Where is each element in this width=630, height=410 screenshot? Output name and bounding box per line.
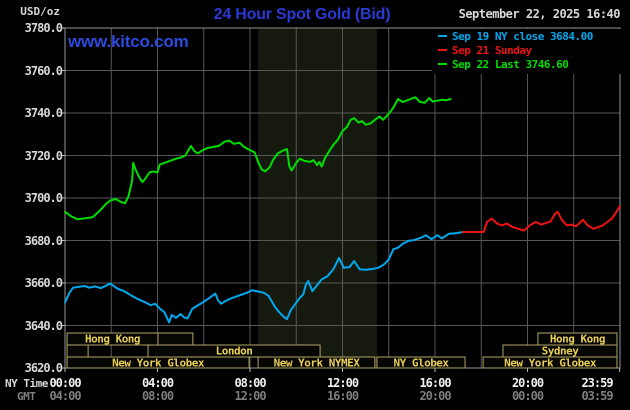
- ny-time-row-label: NY Time: [5, 377, 48, 390]
- y-tick-label: 3660.0: [24, 276, 63, 290]
- x-tick-gmt-time: 20:00: [419, 389, 451, 403]
- price-series-1: [461, 205, 621, 233]
- x-tick-ny-time: 00:00: [49, 376, 81, 390]
- legend-dash-icon: [438, 63, 447, 65]
- legend-row: Sep 21 Sunday: [438, 44, 630, 58]
- gridlines: [65, 28, 620, 368]
- x-tick-ny-time: 23:59: [581, 376, 613, 390]
- y-tick-label: 3740.0: [24, 106, 63, 120]
- price-series-0: [64, 231, 464, 324]
- y-tick-label: 3760.0: [24, 63, 63, 78]
- session-label: Sydney: [542, 345, 580, 358]
- legend-label: Sep 19 NY close 3684.00: [452, 30, 593, 43]
- x-tick-gmt-time: 08:00: [141, 389, 174, 403]
- session-label: New York Globex: [504, 357, 597, 370]
- x-tick-ny-time: 16:00: [419, 376, 451, 390]
- session-box: [66, 344, 89, 358]
- x-tick-ny-time: 04:00: [141, 376, 174, 390]
- session-label: London: [216, 345, 253, 358]
- legend-label: Sep 21 Sunday: [452, 44, 532, 57]
- y-tick-label: 3680.0: [24, 233, 63, 248]
- kitco-watermark-link[interactable]: www.kitco.com: [68, 32, 189, 51]
- legend-dash-icon: [438, 49, 447, 51]
- session-label: NY Globex: [393, 357, 449, 370]
- x-tick-gmt-time: 12:00: [234, 389, 266, 403]
- session-box: [157, 332, 194, 346]
- legend-label: Sep 22 Last 3746.60: [452, 58, 569, 71]
- session-box: [257, 356, 376, 369]
- legend: Sep 19 NY close 3684.00 Sep 21 Sunday Sep …: [432, 29, 630, 74]
- y-tick-label: 3640.0: [24, 318, 63, 333]
- x-tick-gmt-time: 00:00: [511, 389, 544, 403]
- y-tick-label: 3700.0: [24, 191, 63, 205]
- session-label: Hong Kong: [85, 333, 140, 346]
- session-box: [66, 356, 250, 369]
- legend-row: Sep 19 NY close 3684.00: [438, 30, 630, 44]
- y-tick-label: 3620.0: [24, 361, 63, 375]
- session-box: [482, 356, 618, 369]
- session-label: New York Globex: [112, 357, 205, 370]
- x-tick-ny-time: 08:00: [234, 376, 266, 390]
- gmt-row-label: GMT: [17, 390, 36, 403]
- session-label: Hong Kong: [550, 333, 605, 346]
- y-tick-label: 3720.0: [24, 148, 63, 163]
- legend-row: Sep 22 Last 3746.60: [438, 58, 630, 72]
- x-tick-gmt-time: 03:59: [581, 389, 613, 403]
- x-tick-gmt-time: 16:00: [326, 389, 359, 403]
- axis-ticks: [61, 27, 621, 372]
- session-box: [376, 356, 466, 369]
- x-tick-gmt-time: 04:00: [49, 389, 81, 403]
- x-tick-ny-time: 20:00: [511, 376, 544, 390]
- legend-dash-icon: [438, 35, 447, 37]
- y-axis-unit: USD/oz: [20, 5, 60, 18]
- session-label: New York NYMEX: [274, 357, 361, 370]
- price-series-2: [64, 96, 452, 221]
- page-title: 24 Hour Spot Gold (Bid): [213, 6, 391, 23]
- chart-datetime: September 22, 2025 16:40: [458, 7, 621, 21]
- x-tick-ny-time: 12:00: [326, 376, 359, 390]
- y-tick-label: 3780.0: [24, 21, 63, 35]
